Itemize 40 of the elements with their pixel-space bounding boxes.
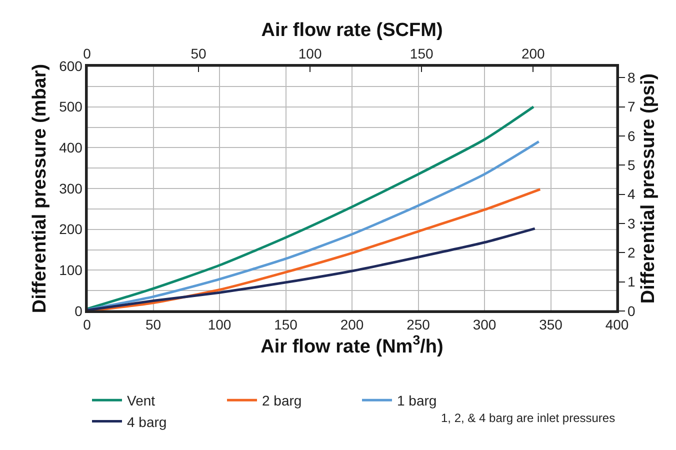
y2-tick-label: 7 — [628, 98, 636, 115]
x2-tick-label: 150 — [410, 46, 434, 62]
x-tick-label: 300 — [472, 316, 496, 333]
x2-axis-title: Air flow rate (SCFM) — [261, 20, 443, 41]
y2-axis-title: Differential pressure (psi) — [638, 73, 659, 304]
y-tick-label: 600 — [59, 58, 83, 74]
x2-tick-label: 50 — [190, 46, 207, 62]
y2-tick-label: 5 — [628, 157, 636, 174]
legend-label: 1 barg — [397, 392, 437, 409]
y2-tick-label: 0 — [628, 302, 636, 319]
legend-label: Vent — [127, 392, 156, 409]
y2-tick-label: 8 — [628, 70, 636, 86]
y2-tick-label: 2 — [628, 244, 636, 261]
text: 1, 2, & 4 barg are inlet pressures — [441, 411, 616, 425]
x2-tick-label: 100 — [298, 46, 322, 62]
y2-tick-label: 3 — [628, 215, 636, 232]
y-tick-label: 300 — [59, 180, 83, 196]
legend-label: 4 barg — [127, 414, 167, 430]
y-tick-label: 200 — [59, 221, 83, 238]
x-axis-title: Air flow rate (Nm$^{3}$/h) — [260, 332, 444, 358]
x-tick-label: 100 — [208, 316, 232, 333]
y-tick-label: 0 — [74, 302, 83, 319]
x2-tick-label: 200 — [521, 46, 546, 62]
y-axis-title: Differential pressure (mbar) — [29, 64, 50, 314]
x-tick-label: 150 — [274, 316, 298, 333]
x-tick-label: 350 — [539, 316, 563, 333]
line-series — [87, 227, 536, 311]
y2-tick-label: 4 — [628, 186, 636, 202]
line-series — [87, 106, 535, 310]
x-tick-label: 200 — [340, 316, 364, 333]
legend-label: 2 barg — [262, 392, 302, 409]
y-tick-label: 500 — [59, 98, 83, 115]
y2-tick-label: 6 — [628, 128, 636, 144]
x-tick-label: 250 — [406, 316, 430, 333]
line-series — [87, 140, 540, 311]
y2-tick-label: 1 — [628, 274, 636, 290]
y-tick-label: 100 — [59, 262, 83, 278]
x-tick-label: 400 — [605, 316, 629, 333]
y-tick-label: 400 — [59, 140, 83, 156]
x-tick-label: 50 — [145, 316, 162, 333]
